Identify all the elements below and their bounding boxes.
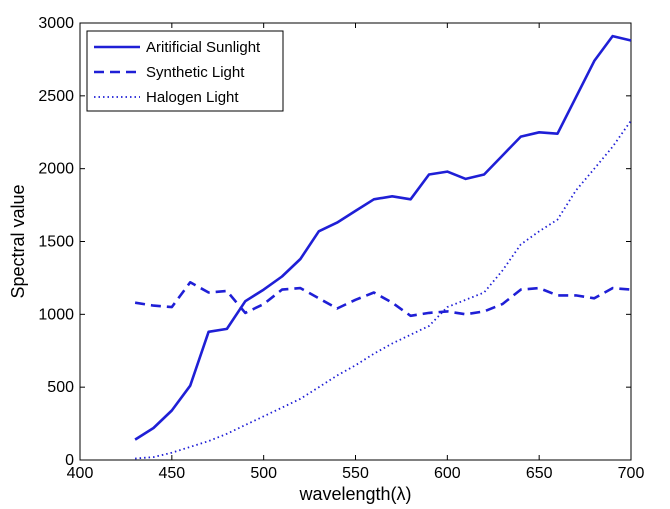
x-tick-label: 650: [526, 465, 553, 482]
y-axis-label: Spectral value: [8, 184, 28, 298]
series-layer: [134, 34, 632, 460]
x-tick-label: 450: [158, 465, 185, 482]
y-tick-label: 2000: [38, 161, 74, 178]
series-line-dotted: [135, 120, 632, 460]
x-tick-label: 400: [67, 465, 94, 482]
legend: Aritificial Sunlight Synthetic Light Halog…: [86, 30, 284, 112]
y-tick-label: 500: [47, 379, 74, 396]
y-tick-label: 1000: [38, 306, 74, 323]
legend-label: Halogen Light: [146, 89, 239, 106]
x-axis-label: wavelength(λ): [298, 484, 411, 504]
x-tick-label: 500: [250, 465, 277, 482]
y-tick-label: 3000: [38, 15, 74, 32]
y-tick-label: 1500: [38, 234, 74, 251]
legend-label: Aritificial Sunlight: [146, 39, 261, 56]
x-tick-label: 700: [618, 465, 645, 482]
y-tick-label: 0: [65, 452, 74, 469]
series-line-solid: [134, 34, 632, 441]
axis-ticks: 400 450 500 550 600 650 700 0 500 1000 1500 2000 250…: [38, 15, 644, 482]
x-tick-label: 600: [434, 465, 461, 482]
x-tick-label: 550: [342, 465, 369, 482]
legend-label: Synthetic Light: [146, 64, 245, 81]
y-tick-label: 2500: [38, 88, 74, 105]
series-line-dashed: [134, 280, 632, 318]
